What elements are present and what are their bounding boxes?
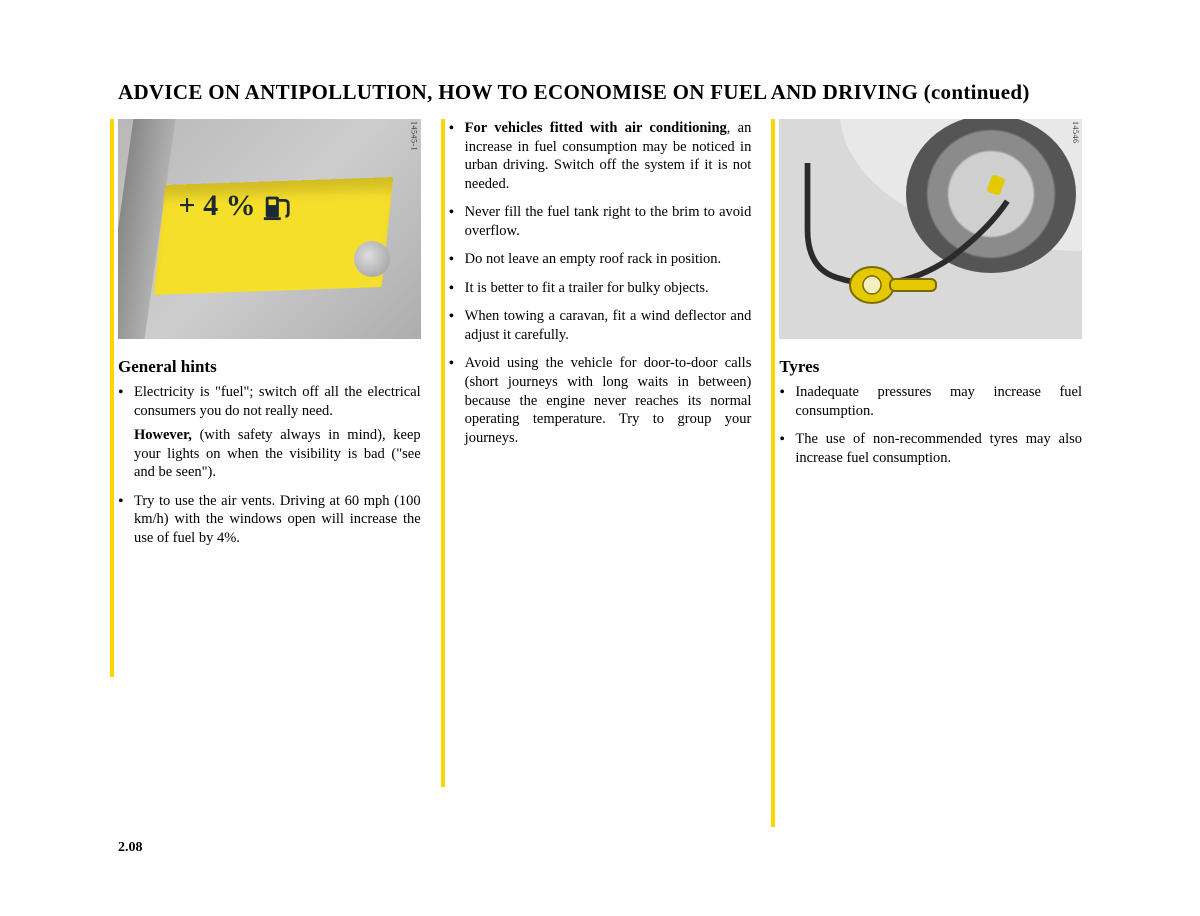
figure-reference: 14545-1 xyxy=(410,121,419,151)
list-item: Electricity is "fuel"; switch off all th… xyxy=(118,383,421,482)
figure-tyre-inflation: 14546 xyxy=(779,119,1082,339)
bullet-text: The use of non-recommended tyres may als… xyxy=(795,431,1082,466)
emphasis-text: However, xyxy=(134,427,192,443)
bullet-text: Try to use the air vents. Driving at 60 … xyxy=(134,493,421,546)
column-right: 14546 Tyres Inadequate pressures may inc… xyxy=(779,119,1082,557)
fuel-increase-text: + 4 % xyxy=(179,189,256,223)
page-title: ADVICE ON ANTIPOLLUTION, HOW TO ECONOMIS… xyxy=(118,80,1082,105)
bullet-text: Avoid using the vehicle for door-to-door… xyxy=(465,355,752,445)
columns-layout: + 4 % 14545-1 General hints xyxy=(118,119,1082,557)
list-item: When towing a caravan, fit a wind deflec… xyxy=(449,307,752,344)
bullet-text: It is better to fit a trailer for bulky … xyxy=(465,280,709,296)
column-middle: For vehicles fitted with air conditionin… xyxy=(449,119,752,557)
bullet-list: For vehicles fitted with air conditionin… xyxy=(449,119,752,447)
emphasis-text: For vehicles fitted with air conditionin… xyxy=(465,120,727,136)
bullet-text: Never fill the fuel tank right to the br… xyxy=(465,204,752,239)
fuel-pump-icon xyxy=(262,191,292,221)
bullet-list: Inadequate pressures may increase fuel c… xyxy=(779,383,1082,467)
bullet-list: Electricity is "fuel"; switch off all th… xyxy=(118,383,421,547)
page-number: 2.08 xyxy=(118,840,143,856)
list-item: For vehicles fitted with air conditionin… xyxy=(449,119,752,193)
bullet-text: When towing a caravan, fit a wind deflec… xyxy=(465,308,752,343)
pressure-gauge-icon xyxy=(846,262,946,308)
column-rule xyxy=(441,119,445,787)
bullet-subtext: However, (with safety always in mind), k… xyxy=(134,426,421,482)
list-item: Try to use the air vents. Driving at 60 … xyxy=(118,492,421,548)
figure-fuel-increase: + 4 % 14545-1 xyxy=(118,119,421,339)
air-hose-shape xyxy=(798,163,1064,335)
bullet-text: Do not leave an empty roof rack in posit… xyxy=(465,251,722,267)
list-item: It is better to fit a trailer for bulky … xyxy=(449,279,752,298)
figure-reference: 14546 xyxy=(1071,121,1080,144)
fuel-increase-label: + 4 % xyxy=(179,189,292,223)
bullet-text: Electricity is "fuel"; switch off all th… xyxy=(134,384,421,419)
list-item: Inadequate pressures may increase fuel c… xyxy=(779,383,1082,420)
list-item: Do not leave an empty roof rack in posit… xyxy=(449,250,752,269)
manual-page: ADVICE ON ANTIPOLLUTION, HOW TO ECONOMIS… xyxy=(0,0,1200,916)
column-left: + 4 % 14545-1 General hints xyxy=(118,119,421,557)
list-item: The use of non-recommended tyres may als… xyxy=(779,430,1082,467)
list-item: Avoid using the vehicle for door-to-door… xyxy=(449,354,752,447)
section-heading-tyres: Tyres xyxy=(779,357,1082,377)
column-rule xyxy=(110,119,114,677)
section-heading-general-hints: General hints xyxy=(118,357,421,377)
bullet-text: Inadequate pressures may increase fuel c… xyxy=(795,384,1082,419)
column-rule xyxy=(771,119,775,827)
list-item: Never fill the fuel tank right to the br… xyxy=(449,203,752,240)
